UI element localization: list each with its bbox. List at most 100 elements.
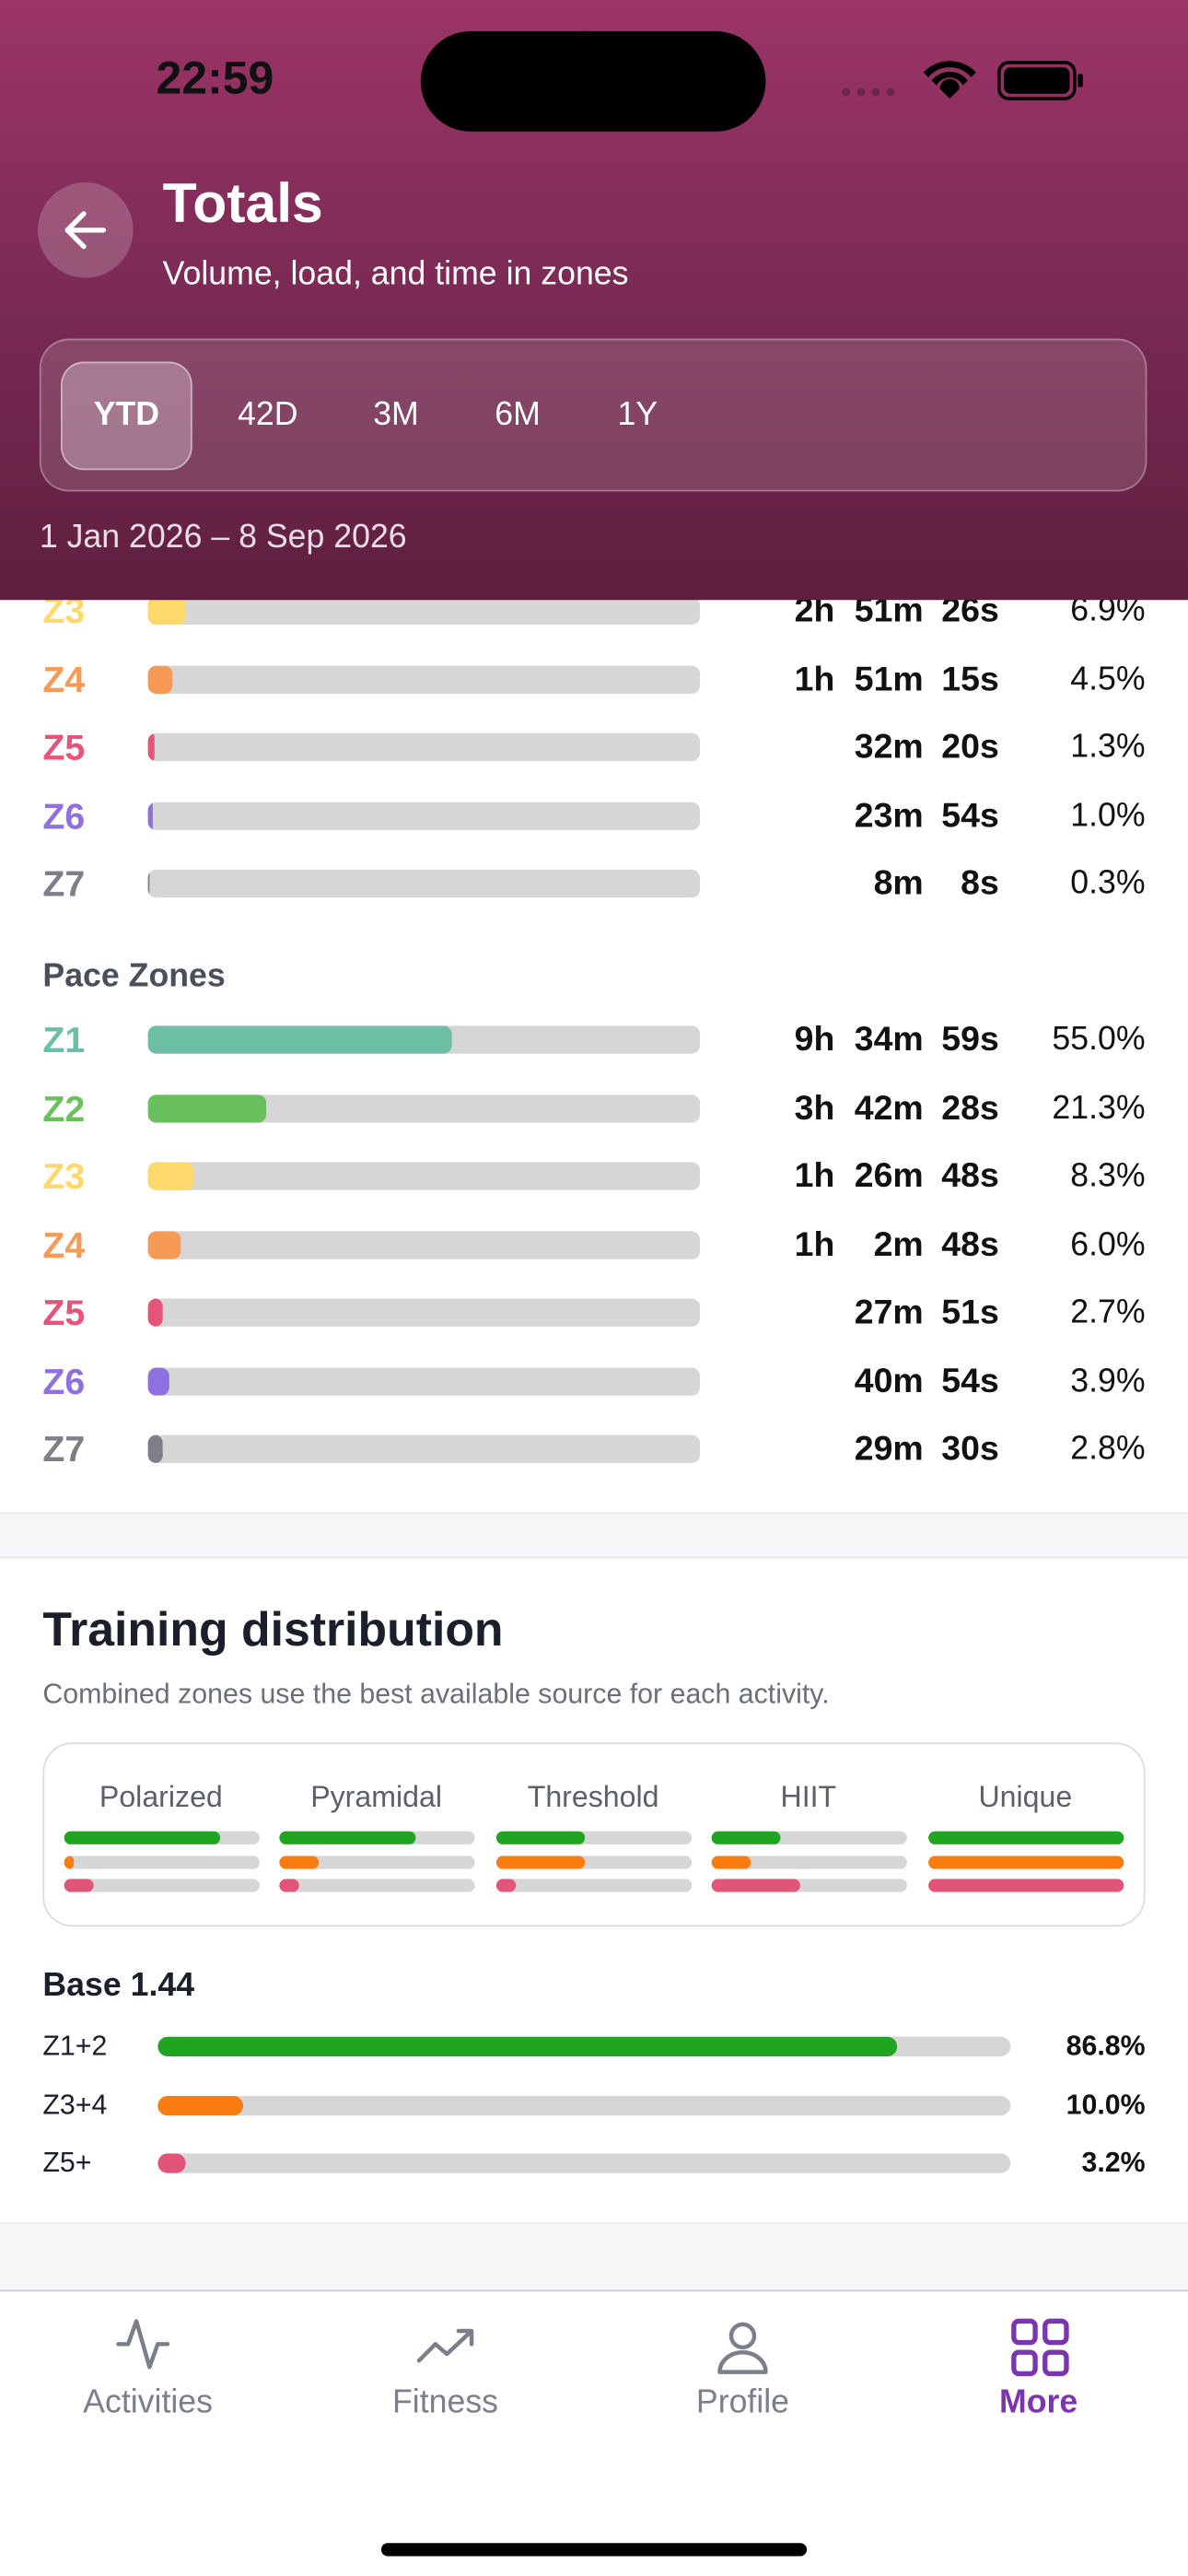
time-part: 48s: [941, 1157, 999, 1196]
tab[interactable]: YTD: [93, 396, 160, 434]
time-part: 40m: [854, 1362, 924, 1400]
zone-track: [147, 1025, 701, 1054]
tab[interactable]: 3M: [373, 396, 419, 434]
model-track: [711, 1855, 907, 1868]
zone-label: Z4: [42, 1224, 86, 1265]
zone-bar: [147, 869, 150, 898]
model-track: [711, 1831, 907, 1844]
zone-bar: [147, 1025, 452, 1054]
model-bar: [928, 1855, 1124, 1868]
base-title: Base 1.44: [42, 1967, 195, 2004]
model-track: [495, 1879, 693, 1892]
model-track: [495, 1855, 693, 1868]
model-bar: [64, 1855, 75, 1868]
zone-bar: [147, 596, 186, 626]
zone-bar: [147, 801, 154, 830]
model-track: [711, 1879, 907, 1892]
time-part: 29m: [854, 1430, 924, 1469]
base-percent: 86.8%: [1066, 2030, 1146, 2062]
zone-percent: 6.0%: [1070, 1226, 1146, 1263]
header: 22:59 Totals Volume, load, and time in z…: [0, 0, 1188, 601]
tab[interactable]: 42D: [238, 396, 298, 434]
tab-selected: [61, 361, 192, 471]
model-bar: [928, 1879, 1124, 1892]
home-indicator: [380, 2543, 808, 2557]
tab-bar: [39, 338, 1147, 492]
time-part: 27m: [854, 1294, 924, 1332]
model-track: [279, 1879, 475, 1892]
back-button[interactable]: [38, 182, 134, 278]
time-part: 54s: [941, 1362, 999, 1400]
base-bar: [157, 2153, 185, 2173]
zone-percent: 2.8%: [1070, 1431, 1146, 1468]
model-bar: [279, 1855, 319, 1868]
model-track: [928, 1879, 1124, 1892]
time-part: 20s: [941, 728, 999, 767]
base-label: Z1+2: [42, 2030, 108, 2062]
nav-item[interactable]: Fitness: [392, 2384, 499, 2421]
model-name: Threshold: [527, 1780, 659, 1814]
tab-nav: [0, 2289, 1188, 2576]
zone-percent: 4.5%: [1070, 661, 1146, 697]
zone-bar: [147, 1094, 266, 1122]
zone-percent: 21.3%: [1052, 1089, 1146, 1127]
time-part: 26m: [854, 1157, 924, 1196]
base-bar: [157, 2095, 243, 2115]
date-range: 1 Jan 2026 – 8 Sep 2026: [39, 519, 407, 556]
zone-percent: 1.0%: [1070, 797, 1146, 834]
section-gap: [0, 1512, 1188, 1559]
time-part: 8s: [961, 864, 999, 903]
base-label: Z5+: [42, 2147, 92, 2179]
zone-track: [147, 664, 701, 694]
model-bar: [64, 1879, 94, 1892]
time-part: 51m: [854, 660, 924, 698]
time-part: 51s: [941, 1294, 999, 1332]
model-track: [64, 1879, 260, 1892]
status-time: 22:59: [156, 53, 274, 104]
model-track: [928, 1855, 1124, 1868]
base-track: [157, 2036, 1011, 2057]
model-name: Pyramidal: [310, 1780, 442, 1814]
zone-percent: 55.0%: [1052, 1021, 1146, 1059]
zone-bar: [147, 1230, 181, 1259]
time-part: 59s: [941, 1021, 999, 1060]
time-part: 1h: [794, 1157, 835, 1196]
model-track: [279, 1855, 475, 1868]
zone-percent: 0.3%: [1070, 865, 1146, 902]
time-part: 2m: [873, 1225, 924, 1264]
zone-bar: [147, 1434, 164, 1463]
base-bar: [157, 2036, 899, 2057]
time-part: 15s: [941, 660, 999, 698]
zone-track: [147, 1298, 701, 1327]
model-name: Polarized: [99, 1780, 223, 1814]
model-track: [495, 1831, 693, 1844]
zone-label: Z1: [42, 1019, 86, 1060]
model-bar: [711, 1855, 751, 1868]
nav-item[interactable]: Activities: [83, 2384, 213, 2421]
nav-item[interactable]: More: [998, 2384, 1078, 2421]
tab[interactable]: 6M: [495, 396, 541, 434]
zone-label: Z4: [42, 658, 86, 700]
nav-item[interactable]: Profile: [695, 2384, 790, 2421]
base-label: Z3+4: [42, 2088, 108, 2120]
section-gap: [0, 2222, 1188, 2292]
zone-label: Z5: [42, 726, 86, 768]
model-track: [928, 1831, 1124, 1844]
zone-track: [147, 869, 701, 898]
model-track: [64, 1831, 260, 1844]
zone-label: Z7: [42, 1428, 86, 1470]
time-part: 1h: [794, 1225, 835, 1264]
base-track: [157, 2153, 1011, 2173]
time-part: 8m: [873, 864, 924, 903]
time-part: 30s: [941, 1430, 999, 1469]
time-part: 3h: [794, 1089, 835, 1128]
model-track: [279, 1831, 475, 1844]
time-part: 48s: [941, 1225, 999, 1264]
tab[interactable]: 1Y: [617, 396, 658, 434]
model-bar: [64, 1831, 221, 1844]
nav-icons: [116, 2318, 1069, 2377]
zone-label: Z5: [42, 1292, 86, 1334]
model-bar: [279, 1879, 299, 1892]
